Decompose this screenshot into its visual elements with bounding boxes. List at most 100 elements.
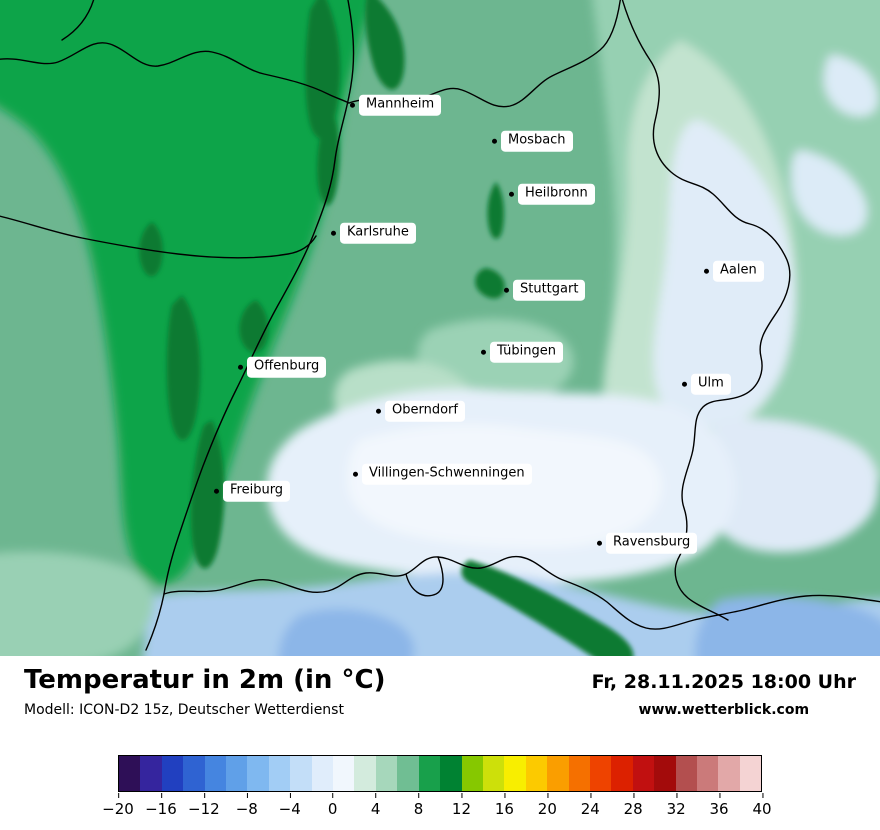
legend-color-segment xyxy=(397,756,419,791)
city-label: Karlsruhe xyxy=(340,222,416,244)
legend-tick-label: 12 xyxy=(451,793,471,818)
legend-color-segment xyxy=(654,756,676,791)
border-rhine-west xyxy=(163,0,355,595)
legend-color-segment xyxy=(632,756,655,791)
legend-colorbar xyxy=(118,755,762,792)
legend-tick-label: 32 xyxy=(666,793,686,818)
legend-color-segment xyxy=(290,756,312,791)
website-label: www.wetterblick.com xyxy=(638,702,810,718)
legend-color-segment xyxy=(461,756,483,791)
legend-color-segment xyxy=(675,756,697,791)
legend-tick-label: 40 xyxy=(752,793,772,818)
temperature-map: Mannheim Mosbach Heilbronn Karlsruhe Aal… xyxy=(0,0,880,656)
city-marker-mannheim: Mannheim xyxy=(350,94,442,116)
city-dot xyxy=(331,230,336,236)
city-marker-karlsruhe: Karlsruhe xyxy=(331,222,416,244)
legend-color-segment xyxy=(718,756,740,791)
city-label: Freiburg xyxy=(223,480,291,502)
legend-color-segment xyxy=(311,756,334,791)
city-label: Tübingen xyxy=(490,341,563,363)
city-marker-aalen: Aalen xyxy=(704,260,764,282)
border-rhine-knee xyxy=(405,556,444,597)
city-dot xyxy=(597,540,602,546)
legend-color-segment xyxy=(504,756,526,791)
legend-color-segment xyxy=(161,756,184,791)
legend-color-segment xyxy=(140,756,162,791)
city-dot xyxy=(481,349,486,355)
city-label: Villingen-Schwenningen xyxy=(362,463,532,485)
city-marker-villingen-schwenningen: Villingen-Schwenningen xyxy=(353,463,532,485)
legend-color-segment xyxy=(525,756,548,791)
legend-color-segment xyxy=(354,756,376,791)
temperature-legend: −20 −16 −12 −8 −4 0 4 8 12 16 20 24 28 32 36 40 xyxy=(102,755,772,818)
city-dot xyxy=(682,381,687,387)
city-marker-stuttgart: Stuttgart xyxy=(504,279,586,301)
legend-color-segment xyxy=(611,756,633,791)
city-dot xyxy=(353,471,358,477)
city-label: Mosbach xyxy=(501,130,573,152)
border-northwest-spur xyxy=(61,0,95,41)
legend-tick-label: −4 xyxy=(278,793,301,818)
legend-tick-label: 16 xyxy=(494,793,514,818)
legend-color-segment xyxy=(440,756,462,791)
legend-tick-label: 4 xyxy=(370,793,381,818)
legend-tick-label: 8 xyxy=(413,793,424,818)
forecast-datetime: Fr, 28.11.2025 18:00 Uhr xyxy=(591,671,856,693)
city-dot xyxy=(704,268,709,274)
legend-tick-label: 20 xyxy=(537,793,557,818)
city-marker-oberndorf: Oberndorf xyxy=(376,400,465,422)
legend-color-segment xyxy=(696,756,719,791)
border-south xyxy=(163,555,880,630)
legend-color-segment xyxy=(247,756,269,791)
city-dot xyxy=(214,488,219,494)
info-panel: Temperatur in 2m (in °C) Modell: ICON-D2… xyxy=(0,656,880,830)
legend-tick-labels: −20 −16 −12 −8 −4 0 4 8 12 16 20 24 28 32 36 40 xyxy=(102,793,772,818)
legend-tick-label: 0 xyxy=(327,793,338,818)
dark-green-patches xyxy=(139,0,634,656)
page-title: Temperatur in 2m (in °C) xyxy=(24,665,386,695)
city-label: Oberndorf xyxy=(385,400,465,422)
city-label: Aalen xyxy=(713,260,764,282)
city-dot xyxy=(350,102,355,108)
border-south-spur xyxy=(145,593,165,651)
city-marker-ravensburg: Ravensburg xyxy=(597,532,698,554)
city-marker-tuebingen: Tübingen xyxy=(481,341,563,363)
city-dot xyxy=(504,287,509,293)
legend-color-segment xyxy=(418,756,441,791)
city-marker-ulm: Ulm xyxy=(682,373,731,395)
city-label: Stuttgart xyxy=(513,279,586,301)
legend-color-segment xyxy=(739,756,762,791)
border-lauter xyxy=(0,215,317,259)
legend-color-segment xyxy=(226,756,248,791)
city-label: Heilbronn xyxy=(518,183,595,205)
legend-color-segment xyxy=(375,756,398,791)
legend-tick-label: −20 xyxy=(102,793,134,818)
legend-tick-label: 36 xyxy=(709,793,729,818)
legend-color-segment xyxy=(547,756,569,791)
legend-color-segment xyxy=(482,756,505,791)
city-dot xyxy=(509,191,514,197)
city-dot xyxy=(238,364,243,370)
legend-color-segment xyxy=(183,756,205,791)
city-dot xyxy=(376,408,381,414)
legend-tick-label: 28 xyxy=(623,793,643,818)
legend-tick-label: −16 xyxy=(145,793,177,818)
city-dot xyxy=(492,138,497,144)
border-northwest xyxy=(0,42,350,104)
city-label: Ravensburg xyxy=(606,532,698,554)
city-marker-offenburg: Offenburg xyxy=(238,356,327,378)
legend-tick-label: −8 xyxy=(235,793,258,818)
city-label: Ulm xyxy=(691,373,731,395)
city-marker-freiburg: Freiburg xyxy=(214,480,291,502)
legend-color-segment xyxy=(119,756,141,791)
city-marker-heilbronn: Heilbronn xyxy=(509,183,595,205)
city-label: Mannheim xyxy=(359,94,442,116)
legend-color-segment xyxy=(589,756,612,791)
city-marker-mosbach: Mosbach xyxy=(492,130,573,152)
legend-tick-label: 24 xyxy=(580,793,600,818)
legend-color-segment xyxy=(204,756,227,791)
legend-tick-label: −12 xyxy=(188,793,220,818)
model-info: Modell: ICON-D2 15z, Deutscher Wetterdie… xyxy=(24,701,344,718)
legend-color-segment xyxy=(568,756,590,791)
legend-color-segment xyxy=(333,756,355,791)
